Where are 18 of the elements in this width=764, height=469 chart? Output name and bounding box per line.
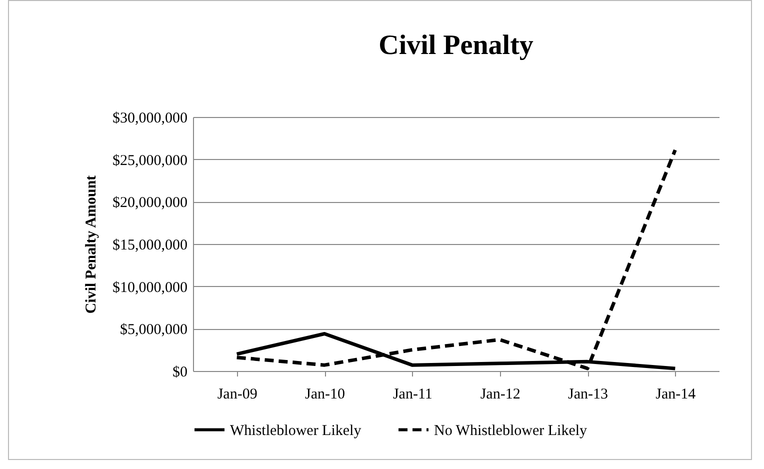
x-tick-label: Jan-09 xyxy=(217,386,258,402)
y-axis-title: Civil Penalty Amount xyxy=(84,175,100,314)
legend-label: No Whistleblower Likely xyxy=(434,422,588,439)
y-tick-label: $5,000,000 xyxy=(120,322,188,338)
x-tick-label: Jan-12 xyxy=(480,386,520,402)
y-tick-label: $30,000,000 xyxy=(112,110,188,126)
y-tick-label: $15,000,000 xyxy=(112,238,188,254)
y-tick-label: $10,000,000 xyxy=(112,280,188,296)
x-tick-label: Jan-13 xyxy=(568,386,608,402)
x-tick-label: Jan-11 xyxy=(392,386,432,402)
y-tick-label: $25,000,000 xyxy=(112,152,188,169)
y-tick-label: $20,000,000 xyxy=(112,195,188,212)
x-tick-label: Jan-14 xyxy=(656,386,696,402)
y-tick-label: $0 xyxy=(172,364,188,380)
chart-title: Civil Penalty xyxy=(378,30,534,61)
line-series xyxy=(235,148,677,370)
legend-label: Whistleblower Likely xyxy=(230,422,362,439)
x-tick-label: Jan-10 xyxy=(305,386,345,402)
